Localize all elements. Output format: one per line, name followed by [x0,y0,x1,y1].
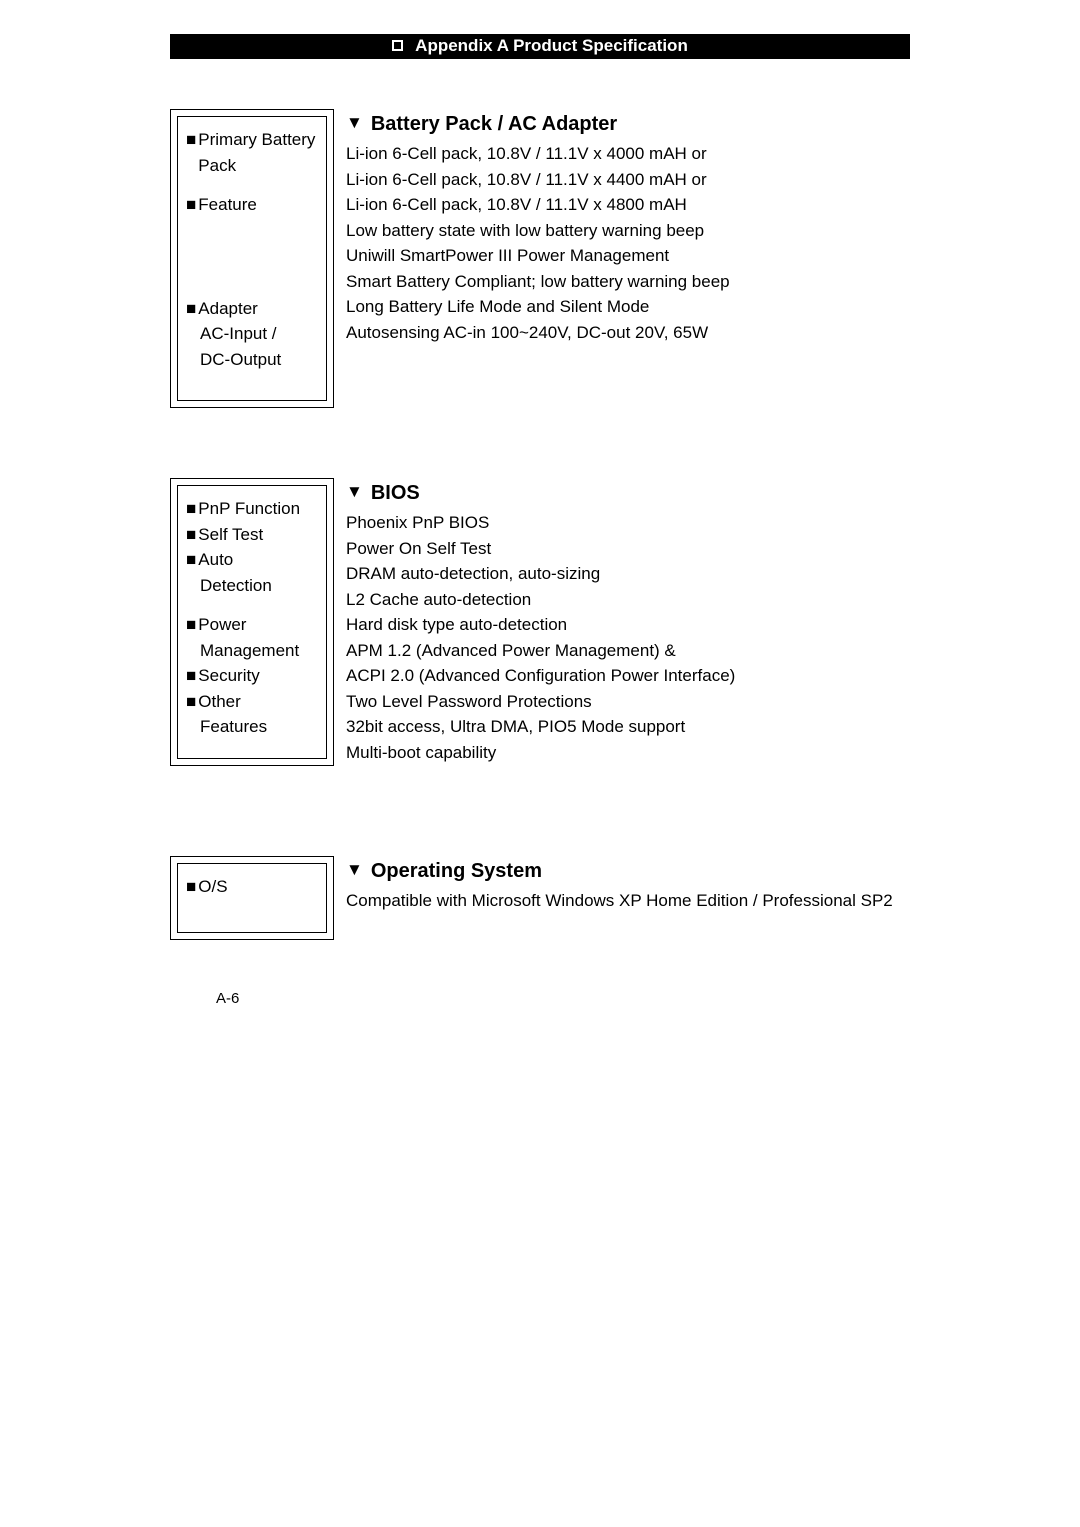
sidebar-item: ■Primary Battery Pack [186,127,318,178]
sidebar-outer: ■PnP Function ■Self Test ■Auto Detection… [170,478,334,766]
triangle-down-icon: ▼ [346,857,363,883]
section-title-text: Operating System [371,860,542,882]
body-line: Phoenix PnP BIOS [346,510,910,536]
bullet-icon: ■ [186,296,196,322]
bullet-icon: ■ [186,522,196,548]
body-line: L2 Cache auto-detection [346,587,910,613]
triangle-down-icon: ▼ [346,110,363,136]
section-title-text: Battery Pack / AC Adapter [371,113,617,135]
section-content: ▼ Battery Pack / AC Adapter Li-ion 6-Cell… [334,109,910,408]
section-content: ▼ BIOS Phoenix PnP BIOS Power On Self Tes… [334,478,910,766]
sidebar-item: ■Power [186,612,318,638]
body-line: 32bit access, Ultra DMA, PIO5 Mode suppo… [346,714,910,740]
sidebar-label: Security [198,663,318,689]
body-line: Li-ion 6-Cell pack, 10.8V / 11.1V x 4400… [346,167,910,193]
sidebar-inner: ■O/S [177,863,327,933]
sidebar-label: PnP Function [198,496,318,522]
sidebar-item: ■Feature [186,192,318,218]
bullet-icon: ■ [186,496,196,522]
sidebar-label: Auto [198,547,318,573]
section-title-text: BIOS [371,482,420,504]
page-header: Appendix A Product Specification [170,34,910,59]
sidebar-item: ■Other [186,689,318,715]
sidebar-label: O/S [198,874,318,900]
sidebar-label: Detection [186,573,318,599]
sidebar-label: Self Test [198,522,318,548]
body-line: ACPI 2.0 (Advanced Configuration Power I… [346,663,910,689]
body-line: DRAM auto-detection, auto-sizing [346,561,910,587]
header-square-icon [392,40,403,51]
body-line: Low battery state with low battery warni… [346,218,910,244]
bullet-icon: ■ [186,612,196,638]
section-title: ▼ Battery Pack / AC Adapter [346,109,910,139]
body-line: Autosensing AC-in 100~240V, DC-out 20V, … [346,320,910,346]
bullet-icon: ■ [186,689,196,715]
body-line: Li-ion 6-Cell pack, 10.8V / 11.1V x 4800… [346,192,910,218]
sidebar-outer: ■Primary Battery Pack ■Feature ■Adapter … [170,109,334,408]
sidebar-item: ■O/S [186,874,318,900]
sidebar-item: ■Security [186,663,318,689]
body-line: Li-ion 6-Cell pack, 10.8V / 11.1V x 4000… [346,141,910,167]
body-line: Two Level Password Protections [346,689,910,715]
body-line: Hard disk type auto-detection [346,612,910,638]
bullet-icon: ■ [186,127,196,178]
section-content: ▼ Operating System Compatible with Micros… [334,856,910,940]
sidebar-label: AC-Input / [186,321,318,347]
bullet-icon: ■ [186,192,196,218]
sidebar-label: Features [186,714,318,740]
sidebar-label: Power [198,612,318,638]
body-line: Smart Battery Compliant; low battery war… [346,269,910,295]
page: Appendix A Product Specification ■Primar… [0,0,1080,1007]
sidebar-label: Management [186,638,318,664]
sidebar-inner: ■Primary Battery Pack ■Feature ■Adapter … [177,116,327,401]
sidebar-item: ■PnP Function [186,496,318,522]
sidebar-label: DC-Output [186,347,318,373]
section-battery: ■Primary Battery Pack ■Feature ■Adapter … [170,109,910,408]
sidebar-item: ■Self Test [186,522,318,548]
sidebar-label: Feature [198,192,318,218]
body-line: Uniwill SmartPower III Power Management [346,243,910,269]
body-line: Multi-boot capability [346,740,910,766]
sidebar-label: Adapter [198,296,318,322]
sidebar-inner: ■PnP Function ■Self Test ■Auto Detection… [177,485,327,759]
page-number: A-6 [170,990,910,1007]
sidebar-item: ■Auto [186,547,318,573]
sidebar-item: ■Adapter [186,296,318,322]
header-title: Appendix A Product Specification [415,36,688,55]
body-line: Long Battery Life Mode and Silent Mode [346,294,910,320]
body-line: Compatible with Microsoft Windows XP Hom… [346,888,910,914]
section-os: ■O/S ▼ Operating System Compatible with M… [170,856,910,940]
sidebar-outer: ■O/S [170,856,334,940]
section-bios: ■PnP Function ■Self Test ■Auto Detection… [170,478,910,766]
section-title: ▼ BIOS [346,478,910,508]
sidebar-label: Other [198,689,318,715]
body-line: Power On Self Test [346,536,910,562]
bullet-icon: ■ [186,663,196,689]
bullet-icon: ■ [186,547,196,573]
bullet-icon: ■ [186,874,196,900]
sidebar-label: Primary Battery Pack [198,127,318,178]
triangle-down-icon: ▼ [346,479,363,505]
body-line: APM 1.2 (Advanced Power Management) & [346,638,910,664]
section-title: ▼ Operating System [346,856,910,886]
